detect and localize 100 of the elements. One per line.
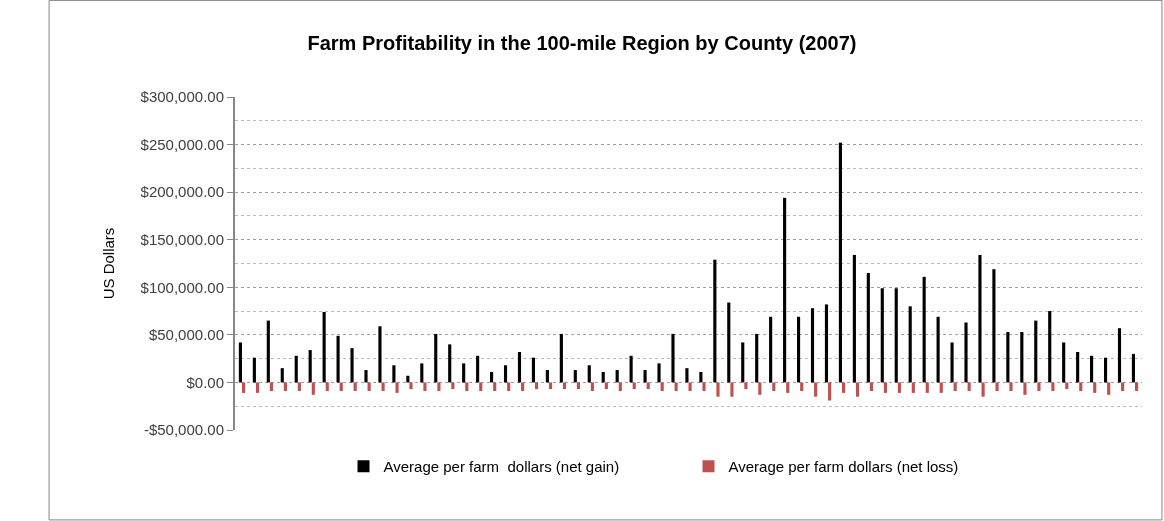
bar [423,382,427,391]
bar [643,370,647,383]
bar [869,382,874,391]
bar [950,342,954,383]
bar [573,370,577,383]
bar [1117,328,1122,383]
bar [657,363,661,383]
bar [283,382,287,391]
bar [392,365,396,383]
bar [660,382,664,391]
bar [339,382,343,391]
bar [297,382,301,391]
bar [1034,320,1038,383]
bar [587,365,591,383]
bar [727,302,731,383]
bar [911,382,915,393]
bar [462,363,466,383]
y-tick-label: $300,000.00 [140,88,224,106]
bar [311,382,315,395]
bar [992,269,996,383]
bar [378,326,382,383]
legend-label: Average per farm dollars (net gain) [383,458,620,476]
bar [308,350,312,383]
y-axis-title: US Dollars [100,227,118,300]
legend-label: Average per farm dollars (net loss) [728,458,959,476]
bar [507,382,511,391]
bar [713,259,717,383]
bar [824,304,829,383]
bar [1037,382,1041,391]
bar [702,382,706,391]
bar [755,333,759,383]
bar [838,142,842,383]
bar [521,382,525,391]
bar [451,382,455,390]
bar [922,276,926,383]
y-tick-label: $200,000.00 [140,183,224,201]
bar [364,370,368,383]
bar [448,344,452,383]
bar [880,288,884,383]
bar [590,382,594,391]
bar [1076,351,1080,383]
bar [548,382,553,390]
y-tick-label: $150,000.00 [140,230,224,248]
bar [1023,382,1027,395]
bar [269,382,274,391]
bar [772,382,776,391]
bar [241,382,246,393]
bar [255,382,260,393]
bar [939,382,943,393]
bar [1107,382,1111,395]
bar [531,357,536,383]
bar [601,371,605,383]
bar [562,382,567,390]
bar [716,382,720,397]
bar [786,382,790,393]
bar [1051,382,1055,391]
bar [981,382,985,397]
bar [978,254,982,383]
bar [336,335,340,383]
bar [699,371,703,383]
bar [479,382,483,391]
bar [1020,332,1024,383]
bar [828,382,832,401]
bar [350,348,354,383]
bar [1006,332,1010,383]
bar [576,382,581,390]
bar [783,197,787,383]
bar [908,306,912,383]
bar [503,365,508,383]
bar [252,357,256,383]
bar [800,382,804,391]
bar [545,370,549,383]
bar [1131,353,1136,383]
bar [1121,382,1125,391]
bar [381,382,385,391]
bar [810,308,815,383]
bar [674,382,678,391]
bar [894,288,898,383]
bar [685,368,689,383]
bar [517,351,522,383]
bar [995,382,999,391]
bar [322,312,326,383]
bar [814,382,818,397]
y-tick-label: $0.00 [186,373,224,391]
bar [646,382,650,390]
chart-title: Farm Profitability in the 100-mile Region by County (2007) [307,32,857,55]
bar [604,382,608,390]
bar [367,382,371,391]
bar [688,382,692,391]
bar [936,316,940,383]
bar [1093,382,1097,393]
y-tick-label: -$50,000.00 [143,421,224,439]
bar [841,382,846,393]
bar [730,382,734,397]
y-tick-label: $50,000.00 [148,326,224,344]
bar [1079,382,1083,391]
bar [897,382,901,393]
bar [476,355,480,383]
bar [280,368,284,383]
bar [618,382,622,391]
